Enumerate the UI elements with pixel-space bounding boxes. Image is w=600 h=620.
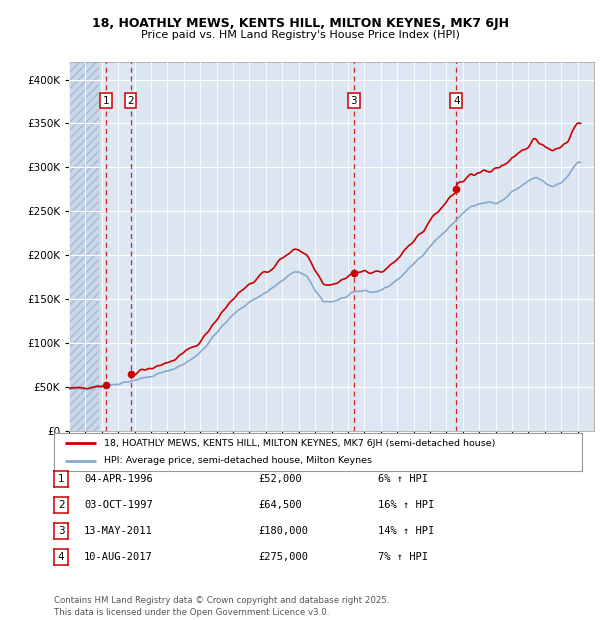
Text: 6% ↑ HPI: 6% ↑ HPI: [378, 474, 428, 484]
Text: HPI: Average price, semi-detached house, Milton Keynes: HPI: Average price, semi-detached house,…: [104, 456, 372, 466]
Text: 10-AUG-2017: 10-AUG-2017: [84, 552, 153, 562]
Text: 4: 4: [453, 95, 460, 106]
Text: 04-APR-1996: 04-APR-1996: [84, 474, 153, 484]
Text: Price paid vs. HM Land Registry's House Price Index (HPI): Price paid vs. HM Land Registry's House …: [140, 30, 460, 40]
Text: 1: 1: [103, 95, 109, 106]
Text: 1: 1: [58, 474, 65, 484]
Text: 03-OCT-1997: 03-OCT-1997: [84, 500, 153, 510]
Text: 16% ↑ HPI: 16% ↑ HPI: [378, 500, 434, 510]
Text: Contains HM Land Registry data © Crown copyright and database right 2025.
This d: Contains HM Land Registry data © Crown c…: [54, 596, 389, 617]
Text: 3: 3: [58, 526, 65, 536]
Bar: [69, 62, 98, 431]
Text: £275,000: £275,000: [258, 552, 308, 562]
Text: 7% ↑ HPI: 7% ↑ HPI: [378, 552, 428, 562]
Text: 18, HOATHLY MEWS, KENTS HILL, MILTON KEYNES, MK7 6JH: 18, HOATHLY MEWS, KENTS HILL, MILTON KEY…: [91, 17, 509, 30]
Bar: [69, 62, 98, 431]
Text: 18, HOATHLY MEWS, KENTS HILL, MILTON KEYNES, MK7 6JH (semi-detached house): 18, HOATHLY MEWS, KENTS HILL, MILTON KEY…: [104, 438, 496, 448]
Text: 3: 3: [350, 95, 357, 106]
Text: 14% ↑ HPI: 14% ↑ HPI: [378, 526, 434, 536]
Text: £64,500: £64,500: [258, 500, 302, 510]
Bar: [106, 62, 131, 431]
Text: 2: 2: [58, 500, 65, 510]
Text: £52,000: £52,000: [258, 474, 302, 484]
Text: £180,000: £180,000: [258, 526, 308, 536]
Text: 13-MAY-2011: 13-MAY-2011: [84, 526, 153, 536]
Text: 2: 2: [127, 95, 134, 106]
Text: 4: 4: [58, 552, 65, 562]
Bar: [354, 62, 457, 431]
